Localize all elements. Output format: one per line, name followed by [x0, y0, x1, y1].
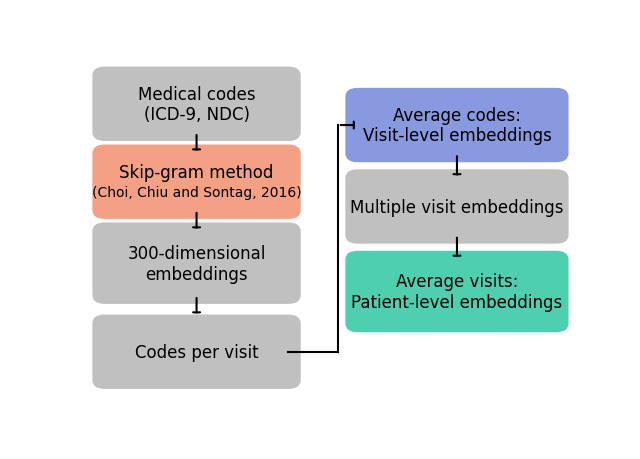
Text: embeddings: embeddings — [145, 265, 248, 283]
FancyBboxPatch shape — [92, 145, 301, 219]
FancyBboxPatch shape — [346, 89, 568, 163]
Text: Average visits:: Average visits: — [396, 272, 518, 290]
Text: 300-dimensional: 300-dimensional — [127, 244, 266, 262]
Text: Medical codes: Medical codes — [138, 86, 255, 104]
Text: (ICD-9, NDC): (ICD-9, NDC) — [143, 106, 250, 123]
Text: Average codes:: Average codes: — [393, 107, 521, 125]
FancyBboxPatch shape — [92, 67, 301, 142]
Text: Multiple visit embeddings: Multiple visit embeddings — [350, 198, 564, 216]
FancyBboxPatch shape — [92, 223, 301, 304]
Text: Skip-gram method: Skip-gram method — [120, 163, 274, 181]
FancyBboxPatch shape — [346, 170, 568, 244]
Text: Patient-level embeddings: Patient-level embeddings — [351, 293, 563, 312]
Text: Visit-level embeddings: Visit-level embeddings — [362, 127, 552, 145]
FancyBboxPatch shape — [346, 251, 568, 332]
Text: Codes per visit: Codes per visit — [135, 343, 259, 361]
FancyBboxPatch shape — [92, 315, 301, 389]
Text: (Choi, Chiu and Sontag, 2016): (Choi, Chiu and Sontag, 2016) — [92, 185, 301, 199]
